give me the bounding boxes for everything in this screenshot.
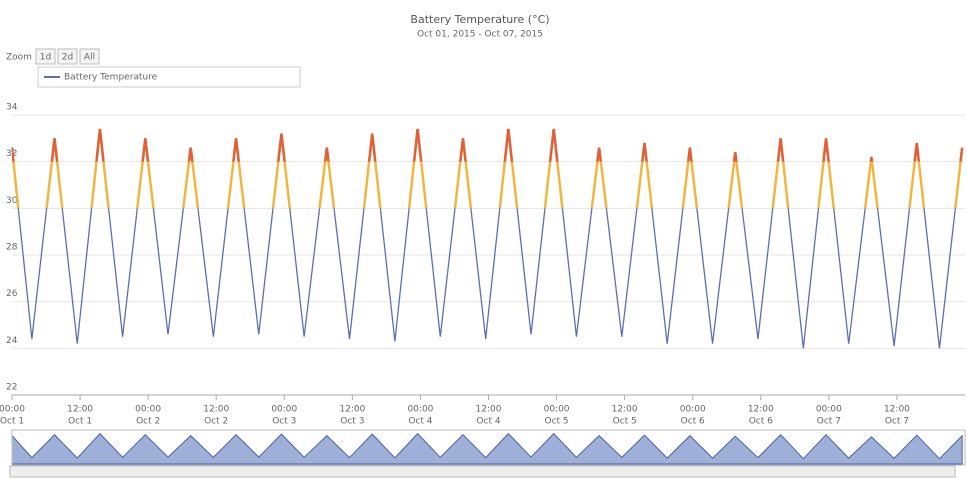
- x-tick-date: Oct 1: [0, 417, 24, 427]
- x-tick-label: 00:00: [271, 405, 297, 415]
- y-tick-label: 26: [6, 289, 18, 299]
- data-line: [11, 128, 963, 349]
- y-tick-label: 24: [6, 336, 18, 346]
- x-tick-label: 00:00: [407, 405, 433, 415]
- x-tick-label: 12:00: [748, 405, 774, 415]
- zoom-label: Zoom: [6, 53, 32, 63]
- x-tick-date: Oct 4: [408, 417, 432, 427]
- y-tick-label: 30: [6, 196, 18, 206]
- x-tick-label: 12:00: [612, 405, 638, 415]
- zoom-button-label[interactable]: All: [84, 53, 95, 63]
- x-tick-date: Oct 6: [749, 417, 773, 427]
- x-tick-label: 12:00: [476, 405, 502, 415]
- x-tick-label: 12:00: [203, 405, 229, 415]
- navigator-frame: [11, 429, 966, 466]
- x-tick-date: Oct 4: [476, 417, 500, 427]
- x-tick-label: 00:00: [816, 405, 842, 415]
- scrollbar[interactable]: [9, 465, 956, 478]
- x-tick-label: 12:00: [339, 405, 365, 415]
- x-tick-label: 12:00: [67, 405, 93, 415]
- x-tick-label: 00:00: [544, 405, 570, 415]
- x-tick-label: 00:00: [0, 405, 25, 415]
- legend-label: Battery Temperature: [64, 73, 158, 83]
- x-tick-label: 00:00: [680, 405, 706, 415]
- y-tick-label: 32: [6, 149, 17, 159]
- x-tick-date: Oct 2: [136, 417, 160, 427]
- x-tick-date: Oct 5: [544, 417, 568, 427]
- navigator-area: [11, 432, 963, 465]
- x-tick-date: Oct 2: [204, 417, 228, 427]
- y-tick-label: 28: [6, 243, 18, 253]
- zoom-button-label[interactable]: 1d: [40, 53, 51, 63]
- y-tick-label: 22: [6, 383, 17, 393]
- x-tick-date: Oct 3: [340, 417, 364, 427]
- legend-box: [37, 66, 301, 88]
- x-tick-date: Oct 3: [272, 417, 296, 427]
- zoom-button[interactable]: [35, 48, 56, 65]
- zoom-button-label[interactable]: 2d: [62, 53, 73, 63]
- x-tick-date: Oct 5: [613, 417, 637, 427]
- y-tick-label: 34: [6, 103, 18, 113]
- x-tick-label: 12:00: [884, 405, 910, 415]
- chart-subtitle: Oct 01, 2015 - Oct 07, 2015: [417, 30, 543, 40]
- zoom-button[interactable]: [57, 48, 78, 65]
- x-tick-label: 00:00: [135, 405, 161, 415]
- x-tick-date: Oct 7: [885, 417, 909, 427]
- zoom-button[interactable]: [79, 48, 100, 65]
- x-tick-date: Oct 7: [817, 417, 841, 427]
- x-tick-date: Oct 1: [68, 417, 92, 427]
- x-tick-date: Oct 6: [681, 417, 705, 427]
- chart-title: Battery Temperature (°C): [410, 13, 549, 26]
